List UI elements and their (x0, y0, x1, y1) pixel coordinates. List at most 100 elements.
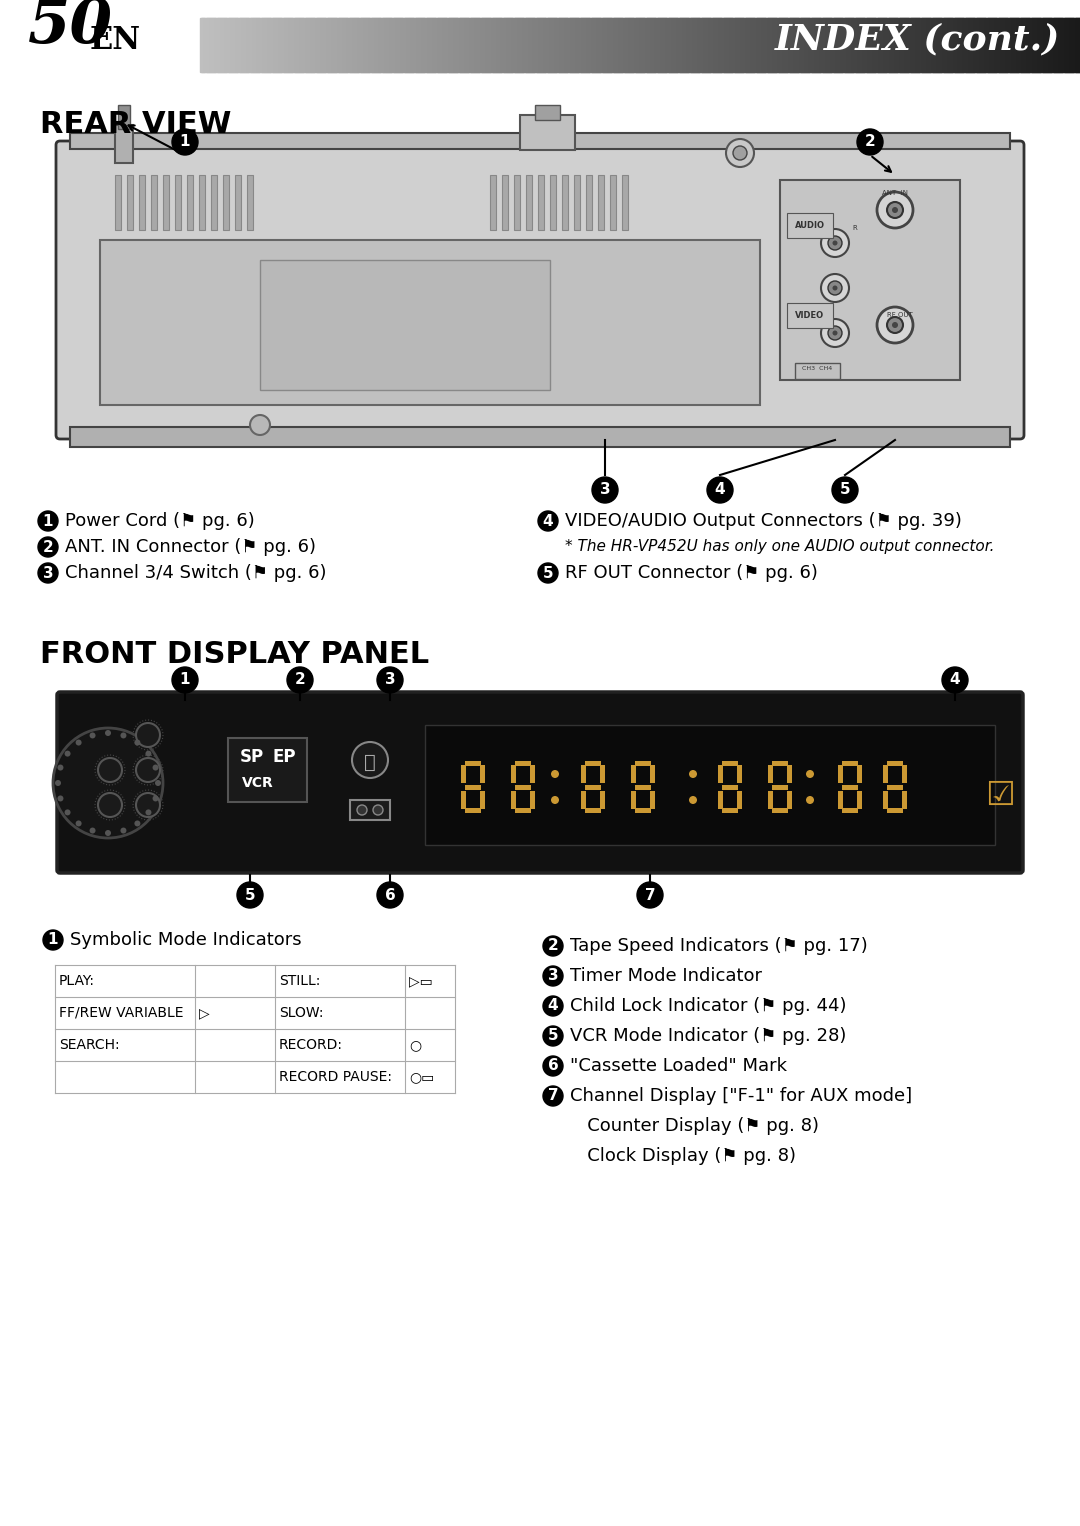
Bar (631, 18, 633, 72)
Bar (356, 18, 359, 72)
Bar (624, 18, 626, 72)
Bar (786, 18, 788, 72)
Bar (206, 18, 208, 72)
Bar (225, 18, 227, 72)
Bar (582, 18, 584, 72)
Bar (786, 790, 792, 809)
Text: SP: SP (240, 748, 265, 766)
Bar (1047, 18, 1049, 72)
Bar (409, 18, 411, 72)
Bar (413, 18, 415, 72)
Bar (314, 18, 316, 72)
Bar (970, 18, 972, 72)
Bar (469, 18, 471, 72)
Bar (1008, 18, 1010, 72)
Bar (553, 18, 555, 72)
Bar (271, 18, 273, 72)
Bar (334, 18, 336, 72)
Bar (235, 18, 238, 72)
Bar (335, 18, 337, 72)
Bar (762, 18, 765, 72)
Bar (969, 18, 971, 72)
Bar (253, 18, 255, 72)
Bar (70, 427, 1010, 447)
Bar (350, 18, 352, 72)
Bar (427, 18, 429, 72)
Bar (745, 18, 747, 72)
Bar (661, 18, 663, 72)
Text: Symbolic Mode Indicators: Symbolic Mode Indicators (70, 931, 301, 949)
Bar (490, 18, 492, 72)
Bar (851, 18, 853, 72)
Circle shape (76, 740, 82, 746)
Bar (511, 790, 516, 809)
Bar (203, 18, 205, 72)
Bar (211, 18, 213, 72)
Bar (703, 18, 705, 72)
Bar (894, 18, 896, 72)
Bar (752, 18, 754, 72)
Bar (818, 18, 820, 72)
Circle shape (38, 537, 58, 557)
Bar (853, 18, 855, 72)
Bar (187, 175, 193, 230)
Bar (983, 18, 985, 72)
Bar (579, 18, 581, 72)
Bar (329, 18, 332, 72)
Bar (976, 18, 978, 72)
Bar (888, 761, 903, 766)
Bar (525, 18, 527, 72)
Bar (287, 18, 289, 72)
Bar (207, 18, 210, 72)
Bar (833, 18, 835, 72)
Bar (475, 18, 477, 72)
Bar (205, 18, 207, 72)
Bar (348, 18, 350, 72)
Bar (1001, 18, 1003, 72)
Bar (218, 18, 220, 72)
Bar (842, 761, 858, 766)
Bar (820, 18, 822, 72)
Bar (944, 18, 946, 72)
Bar (283, 18, 285, 72)
Bar (222, 175, 229, 230)
Circle shape (942, 667, 968, 693)
Bar (870, 18, 873, 72)
Bar (1039, 18, 1041, 72)
Bar (235, 175, 241, 230)
Bar (635, 761, 650, 766)
Circle shape (833, 331, 837, 336)
Bar (305, 18, 307, 72)
Bar (487, 18, 489, 72)
FancyBboxPatch shape (228, 739, 307, 803)
Bar (864, 18, 866, 72)
Bar (663, 18, 665, 72)
Bar (1037, 18, 1039, 72)
Bar (673, 18, 675, 72)
Bar (212, 18, 214, 72)
Bar (879, 18, 881, 72)
Bar (863, 18, 865, 72)
Bar (261, 18, 264, 72)
Bar (1074, 18, 1076, 72)
Bar (930, 18, 932, 72)
Circle shape (57, 765, 64, 771)
Bar (687, 18, 689, 72)
Bar (777, 18, 779, 72)
Circle shape (134, 821, 140, 827)
Bar (660, 18, 662, 72)
Text: 4: 4 (949, 673, 960, 688)
Bar (435, 18, 437, 72)
Circle shape (249, 415, 270, 435)
Bar (279, 18, 280, 72)
Bar (1007, 18, 1009, 72)
Bar (725, 18, 727, 72)
Bar (977, 18, 980, 72)
Bar (598, 18, 600, 72)
Bar (1062, 18, 1064, 72)
Bar (232, 18, 234, 72)
Bar (581, 765, 586, 783)
Bar (837, 18, 839, 72)
Circle shape (892, 322, 897, 328)
Bar (378, 18, 380, 72)
